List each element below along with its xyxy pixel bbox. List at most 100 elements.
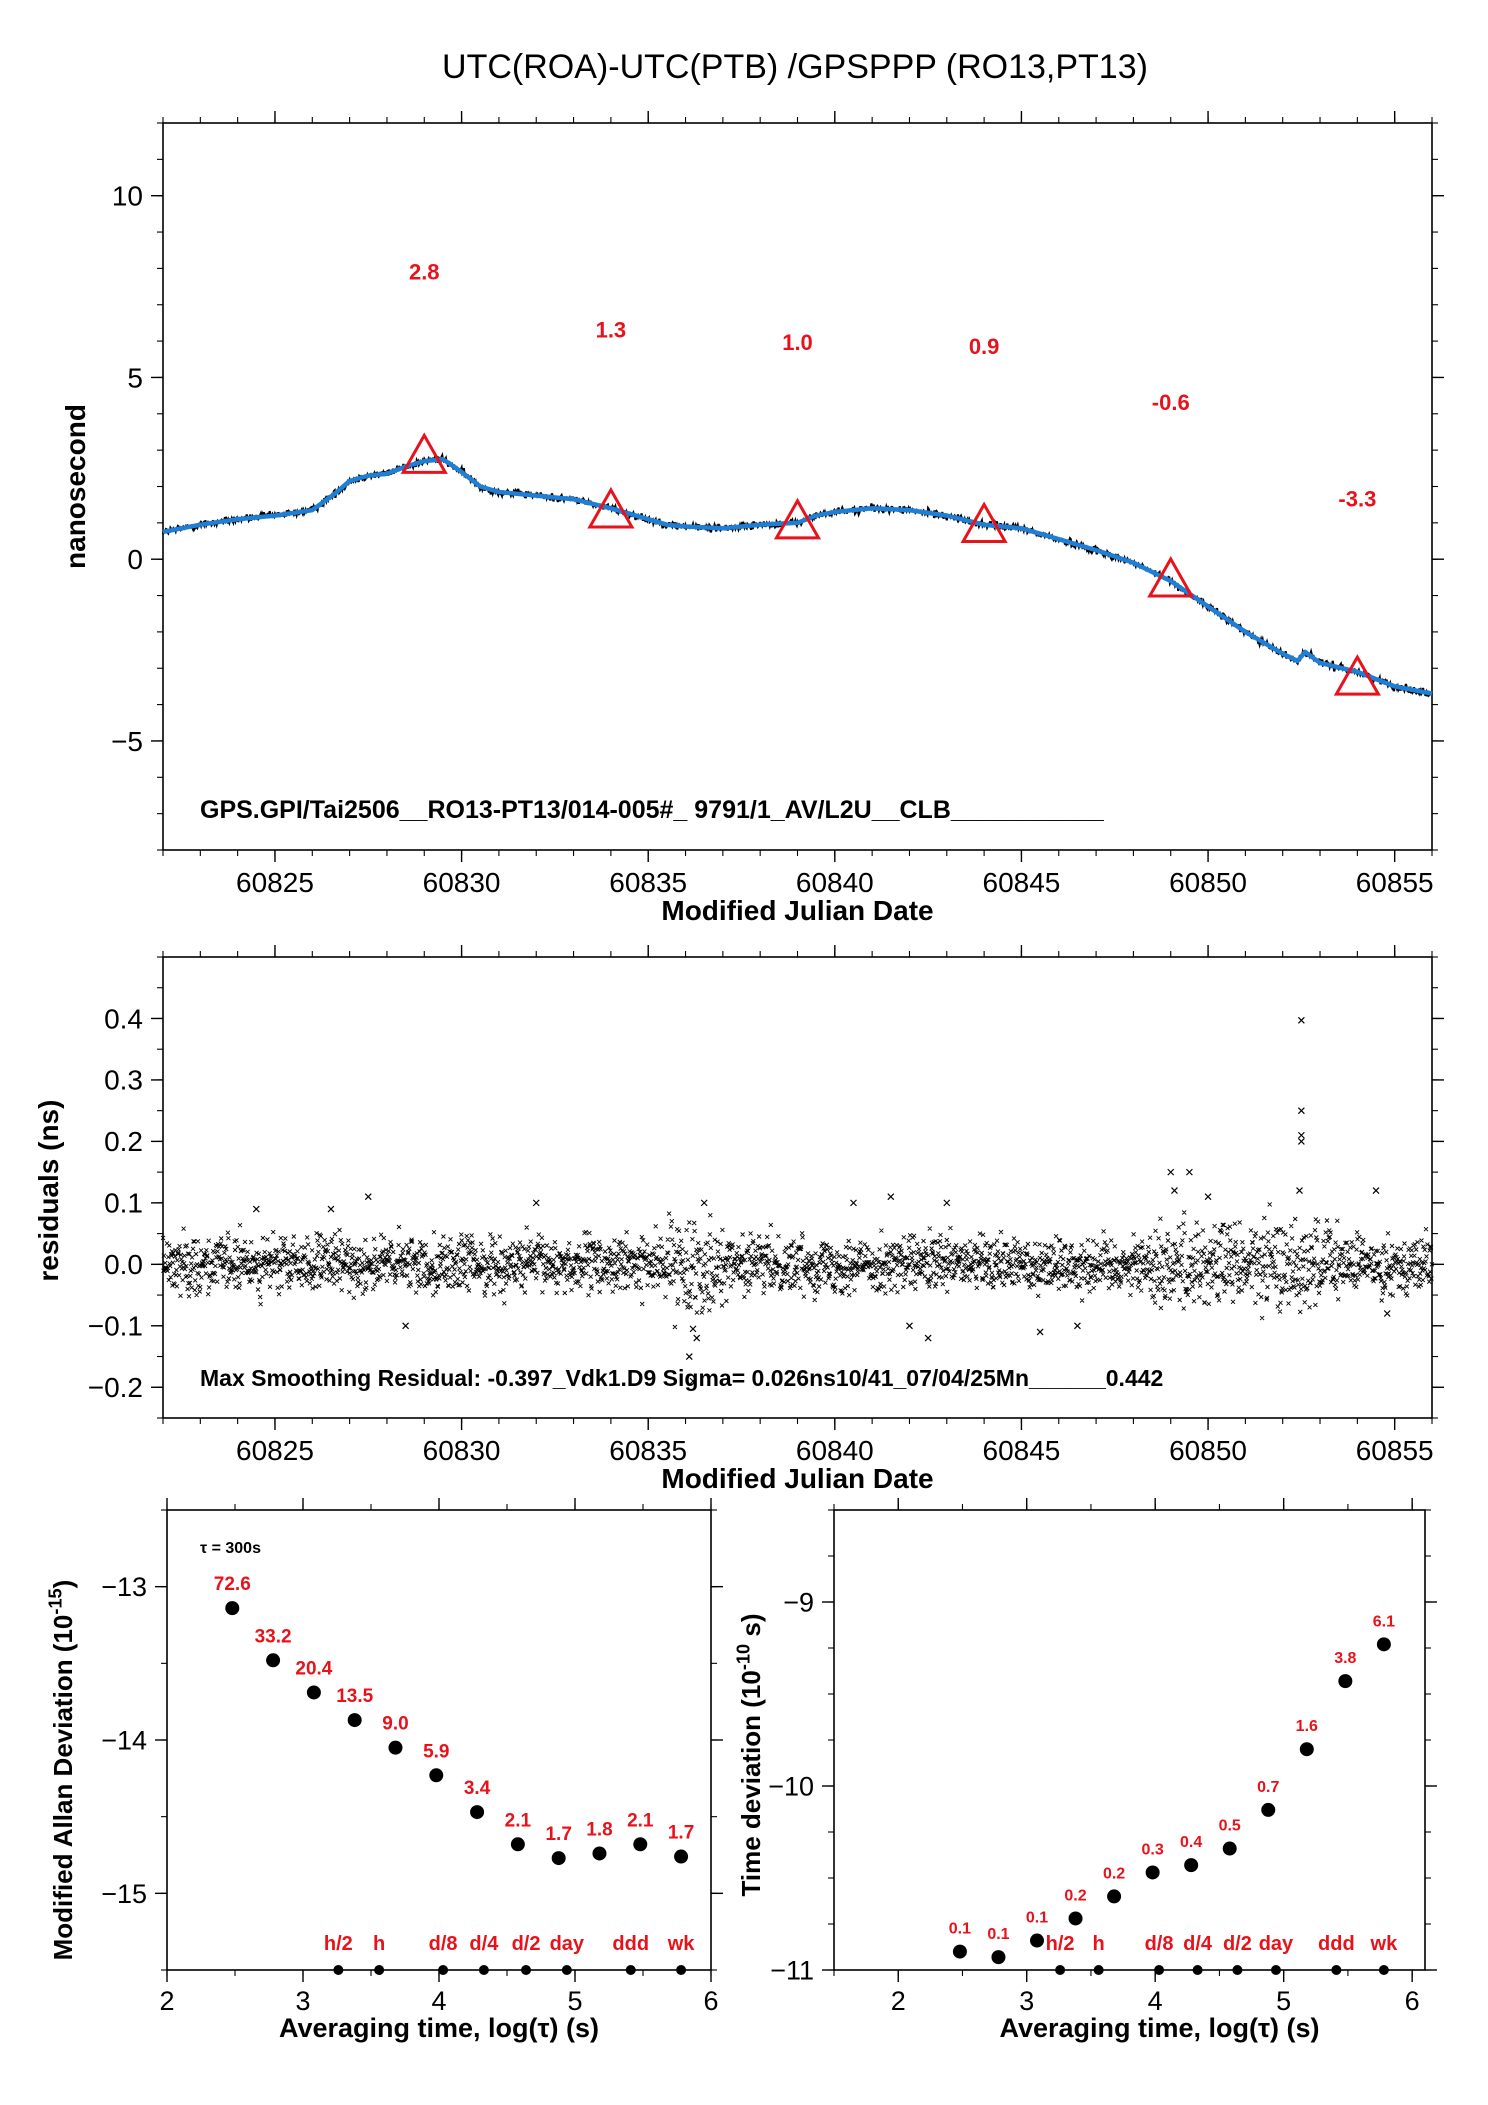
x-tick-label: 60825 [236, 1435, 314, 1466]
marker-value-label: 0.9 [969, 334, 1000, 359]
deviation-point [551, 1851, 566, 1866]
y-axis-label-main: nanosecond [60, 404, 91, 569]
time-mark-point [676, 1965, 687, 1975]
plot-frame [162, 956, 1433, 1419]
x-tick-label: 60835 [609, 1435, 687, 1466]
x-tick-label: 60830 [423, 867, 501, 898]
time-mark-point [1232, 1965, 1243, 1975]
time-mark-point [438, 1965, 449, 1975]
y-tick-label: −5 [111, 726, 143, 757]
residual-outlier-point [1383, 1310, 1391, 1317]
time-mark-label: h/2 [1046, 1933, 1075, 1955]
time-mark-label: day [550, 1933, 585, 1955]
deviation-point [1261, 1802, 1276, 1817]
residual-outlier-point [1074, 1322, 1081, 1330]
y-tick-label: 0.4 [104, 1003, 143, 1034]
deviation-value-label: 0.3 [1142, 1841, 1164, 1858]
deviation-value-label: 9.0 [382, 1714, 408, 1735]
residual-outlier-point [532, 1199, 540, 1207]
panel-annotation: GPS.GPI/Tai2506__RO13-PT13/014-005#_ 979… [200, 796, 1105, 824]
y-tick-label: −0.1 [88, 1311, 143, 1342]
raw-data-trace [161, 451, 1433, 698]
x-tick-label: 60840 [796, 1435, 874, 1466]
residual-outlier-point [1171, 1187, 1178, 1194]
deviation-point [225, 1601, 240, 1616]
y-axis-label: residuals (ns) [33, 1100, 64, 1282]
marker-triangle [1147, 555, 1195, 598]
deviation-value-label: 2.1 [627, 1810, 654, 1831]
time-mark-label: h [373, 1933, 385, 1955]
deviation-value-label: 1.8 [586, 1819, 612, 1840]
deviation-value-label: 33.2 [255, 1626, 292, 1647]
deviation-point [1145, 1865, 1160, 1880]
x-tick-label: 5 [567, 1986, 582, 2016]
marker-triangle [773, 497, 822, 540]
x-tick-label: 60845 [983, 1435, 1061, 1466]
y-axis-label-exponent: -15 [46, 1588, 66, 1614]
residual-outlier-point [1204, 1193, 1212, 1201]
deviation-value-label: 5.9 [423, 1741, 449, 1762]
x-tick-label: 60855 [1356, 1435, 1434, 1466]
x-axis-label: Modified Julian Date [661, 1463, 933, 1494]
deviation-value-label: 0.5 [1219, 1818, 1241, 1835]
time-mark-label: d/8 [1145, 1933, 1174, 1955]
time-mark-point [561, 1965, 572, 1975]
x-tick-label: 2 [891, 1986, 906, 2016]
time-mark-label: wk [667, 1933, 696, 1955]
x-tick-label: 5 [1276, 1986, 1291, 2016]
x-axis-label: Averaging time, log(τ) (s) [999, 2013, 1319, 2043]
x-tick-label: 60840 [796, 867, 874, 898]
y-axis-label-exponent: -10 [734, 1644, 754, 1670]
deviation-value-label: 1.6 [1296, 1718, 1318, 1735]
offset-panel: 60825 60830 60835 60840 60845 60850 60855 −5 0 5 1… [60, 111, 1444, 926]
residual-outlier-point [906, 1322, 913, 1330]
residual-outlier-point [887, 1193, 895, 1201]
y-tick-label: 0.2 [104, 1126, 143, 1157]
deviation-point [1029, 1933, 1044, 1948]
x-tick-label: 60850 [1169, 1435, 1247, 1466]
x-tick-label: 4 [431, 1986, 446, 2016]
residual-outlier-point [685, 1353, 693, 1360]
residual-outlier-point [850, 1199, 857, 1207]
marker-triangle [587, 486, 635, 529]
marker-value-label: 1.3 [596, 317, 627, 342]
deviation-point [510, 1837, 525, 1852]
deviation-value-label: 20.4 [295, 1658, 332, 1679]
y-tick-label: 0.3 [104, 1065, 143, 1096]
time-mark-point [478, 1965, 489, 1975]
deviation-point [429, 1768, 444, 1783]
deviation-value-label: 3.8 [1334, 1650, 1356, 1667]
time-deviation-panel: 2 3 4 5 6 −11 −10 −9 Averaging time, log(τ) (s) T… [734, 1498, 1437, 2043]
marker-triangle [960, 501, 1008, 543]
time-mark-point [625, 1965, 636, 1975]
y-tick-label: 10 [112, 181, 143, 212]
residual-outlier-point [689, 1377, 697, 1385]
x-axis-label: Averaging time, log(τ) (s) [279, 2013, 599, 2043]
y-tick-label: −0.2 [88, 1372, 143, 1403]
deviation-point [266, 1653, 281, 1668]
x-tick-label: 60825 [236, 867, 314, 898]
deviation-point [633, 1837, 648, 1852]
deviation-value-label: 2.1 [505, 1810, 532, 1831]
time-mark-point [374, 1965, 385, 1975]
deviation-point [470, 1805, 485, 1820]
x-tick-label: 60835 [609, 867, 687, 898]
deviation-point [1338, 1674, 1353, 1689]
time-mark-label: d/8 [429, 1933, 458, 1955]
plot-frame [833, 1509, 1426, 1971]
x-tick-label: 3 [295, 1986, 310, 2016]
deviation-point [1222, 1841, 1237, 1856]
residual-outlier-point [364, 1193, 372, 1201]
time-mark-point [1270, 1965, 1281, 1975]
x-tick-label: 3 [1019, 1986, 1034, 2016]
deviation-value-label: 1.7 [545, 1824, 571, 1845]
time-mark-label: ddd [612, 1933, 649, 1955]
y-axis-label-main: residuals (ns) [33, 1100, 64, 1282]
marker-value-label: 2.8 [409, 259, 440, 284]
y-axis-label: Time deviation (10-10 s) [734, 1613, 766, 1896]
residual-noise-points [160, 1202, 1435, 1330]
deviation-point [1184, 1858, 1199, 1873]
deviation-value-label: 0.1 [1026, 1910, 1048, 1927]
x-tick-label: 60845 [983, 867, 1061, 898]
